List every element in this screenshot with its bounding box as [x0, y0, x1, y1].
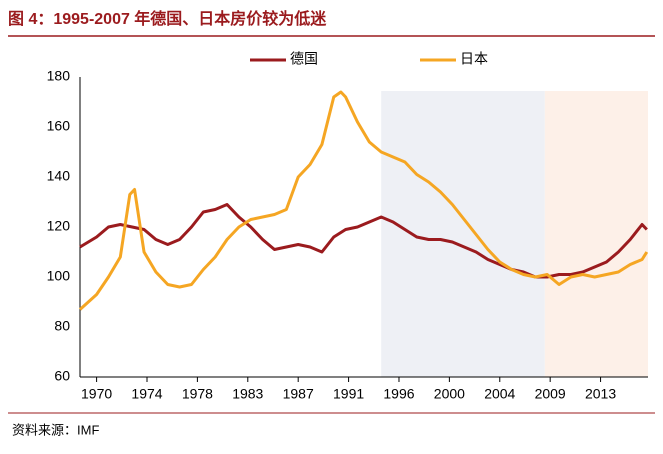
y-tick-label: 160: [47, 118, 71, 134]
x-tick-label: 1974: [131, 386, 162, 402]
source: 资料来源：IMF: [12, 422, 99, 437]
y-tick-label: 60: [54, 368, 70, 384]
x-tick-label: 1983: [232, 386, 263, 402]
x-tick-label: 1978: [182, 386, 213, 402]
shaded-range: [381, 91, 545, 377]
shaded-range: [544, 91, 648, 377]
legend-label: 日本: [460, 51, 488, 67]
chart-title: 图 4：1995-2007 年德国、日本房价较为低迷: [8, 9, 327, 28]
series-line: [79, 203, 648, 279]
legend-label: 德国: [290, 51, 318, 67]
series-line: [78, 90, 649, 311]
x-tick-label: 1991: [333, 386, 364, 402]
x-tick-label: 2013: [585, 386, 616, 402]
x-tick-label: 2000: [434, 386, 465, 402]
y-tick-label: 120: [47, 218, 71, 234]
x-tick-label: 1996: [383, 386, 414, 402]
x-tick-label: 1987: [283, 386, 314, 402]
y-tick-label: 140: [47, 168, 71, 184]
x-tick-label: 2009: [535, 386, 566, 402]
y-tick-label: 80: [54, 318, 70, 334]
y-tick-label: 180: [47, 68, 71, 84]
x-tick-label: 1970: [81, 386, 112, 402]
x-tick-label: 2004: [484, 386, 515, 402]
y-tick-label: 100: [47, 268, 71, 284]
